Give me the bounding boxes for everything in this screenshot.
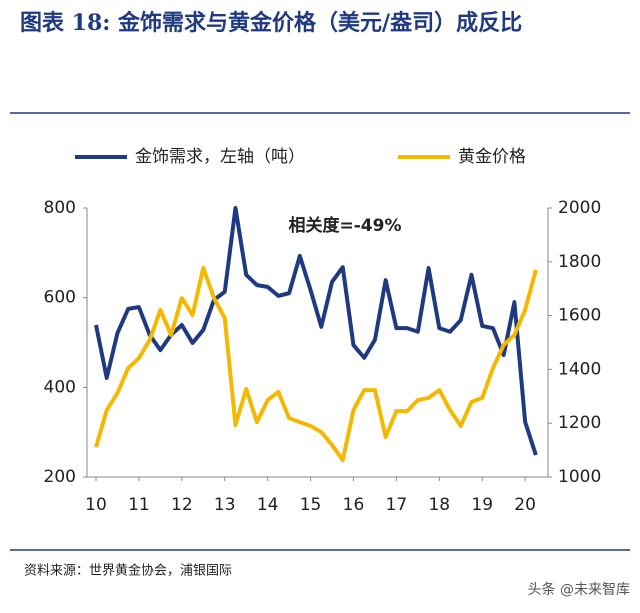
x-tick-label: 14 — [257, 495, 279, 515]
title-box: 图表 18: 金饰需求与黄金价格（美元/盎司）成反比 — [20, 10, 523, 36]
series-line — [94, 265, 538, 463]
x-tick-label: 12 — [171, 495, 193, 515]
x-tick-label: 15 — [300, 495, 322, 515]
x-tick-label: 13 — [214, 495, 236, 515]
x-tick-label: 16 — [343, 495, 365, 515]
y2-tick-label: 1400 — [558, 359, 601, 379]
x-tick-label: 11 — [128, 495, 150, 515]
y-tick-label: 200 — [44, 467, 76, 487]
chart-title: 图表 18: 金饰需求与黄金价格（美元/盎司）成反比 — [20, 10, 523, 36]
y-tick-label: 600 — [44, 288, 76, 308]
y2-tick-label: 1000 — [558, 467, 601, 487]
annotation: 相关度=-49% — [289, 215, 402, 236]
y-tick-label: 400 — [44, 377, 76, 397]
x-tick-label: 19 — [471, 495, 493, 515]
watermark: 头条 @未来智库 — [528, 581, 630, 598]
series-line — [94, 206, 538, 456]
y2-tick-label: 1800 — [558, 252, 601, 272]
y-tick-label: 800 — [44, 198, 76, 218]
x-tick-label: 18 — [428, 495, 450, 515]
legend-label: 金饰需求，左轴（吨） — [135, 147, 305, 167]
y2-tick-label: 2000 — [558, 198, 601, 218]
x-tick-label: 10 — [85, 495, 107, 515]
x-tick-label: 20 — [514, 495, 536, 515]
x-tick-label: 17 — [386, 495, 408, 515]
y2-tick-label: 1200 — [558, 413, 601, 433]
legend-label: 黄金价格 — [458, 147, 526, 167]
y2-tick-label: 1600 — [558, 306, 601, 326]
source: 资料来源：世界黄金协会，浦银国际 — [24, 563, 232, 579]
